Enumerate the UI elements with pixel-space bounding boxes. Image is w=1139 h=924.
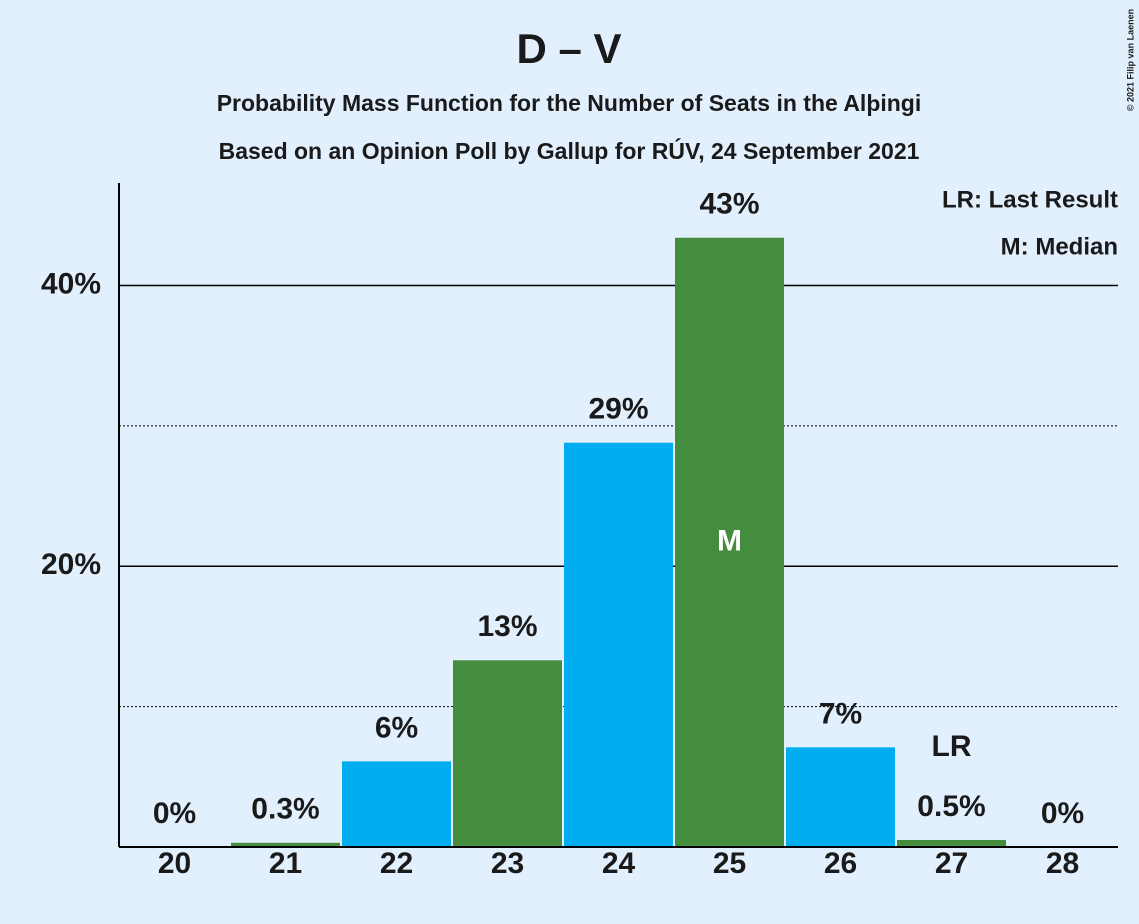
copyright: © 2021 Filip van Laenen: [1125, 9, 1135, 111]
chart-subtitle: Based on an Opinion Poll by Gallup for R…: [219, 137, 920, 164]
y-tick-label: 20%: [41, 548, 101, 581]
x-tick-label: 20: [158, 847, 191, 880]
legend-entry: M: Median: [1001, 233, 1118, 260]
bar: [897, 839, 1006, 847]
value-label: 29%: [588, 393, 648, 426]
x-tick-label: 22: [380, 847, 413, 880]
chart-title: D – V: [516, 25, 621, 72]
x-tick-label: 21: [269, 847, 302, 880]
bar: [564, 442, 673, 847]
x-tick-label: 24: [602, 847, 636, 880]
x-tick-label: 25: [713, 847, 746, 880]
chart-subtitle: Probability Mass Function for the Number…: [217, 90, 922, 116]
annotation: LR: [932, 730, 972, 763]
bar: [786, 747, 895, 847]
legend-entry: LR: Last Result: [942, 186, 1118, 213]
value-label: 0%: [1041, 797, 1084, 830]
value-label: 13%: [477, 610, 537, 643]
x-tick-label: 26: [824, 847, 857, 880]
value-label: 6%: [375, 711, 418, 744]
x-tick-label: 28: [1046, 847, 1079, 880]
x-tick-label: 27: [935, 847, 968, 880]
bar: [453, 660, 562, 847]
bar: [675, 237, 784, 847]
y-tick-label: 40%: [41, 267, 101, 300]
bar: [231, 842, 340, 847]
value-label: 0%: [153, 797, 196, 830]
bar: [342, 761, 451, 847]
x-tick-label: 23: [491, 847, 524, 880]
value-label: 7%: [819, 697, 862, 730]
value-label: 0.3%: [251, 793, 319, 826]
value-label: 0.5%: [917, 790, 985, 823]
annotation: M: [717, 524, 742, 557]
value-label: 43%: [699, 188, 759, 221]
